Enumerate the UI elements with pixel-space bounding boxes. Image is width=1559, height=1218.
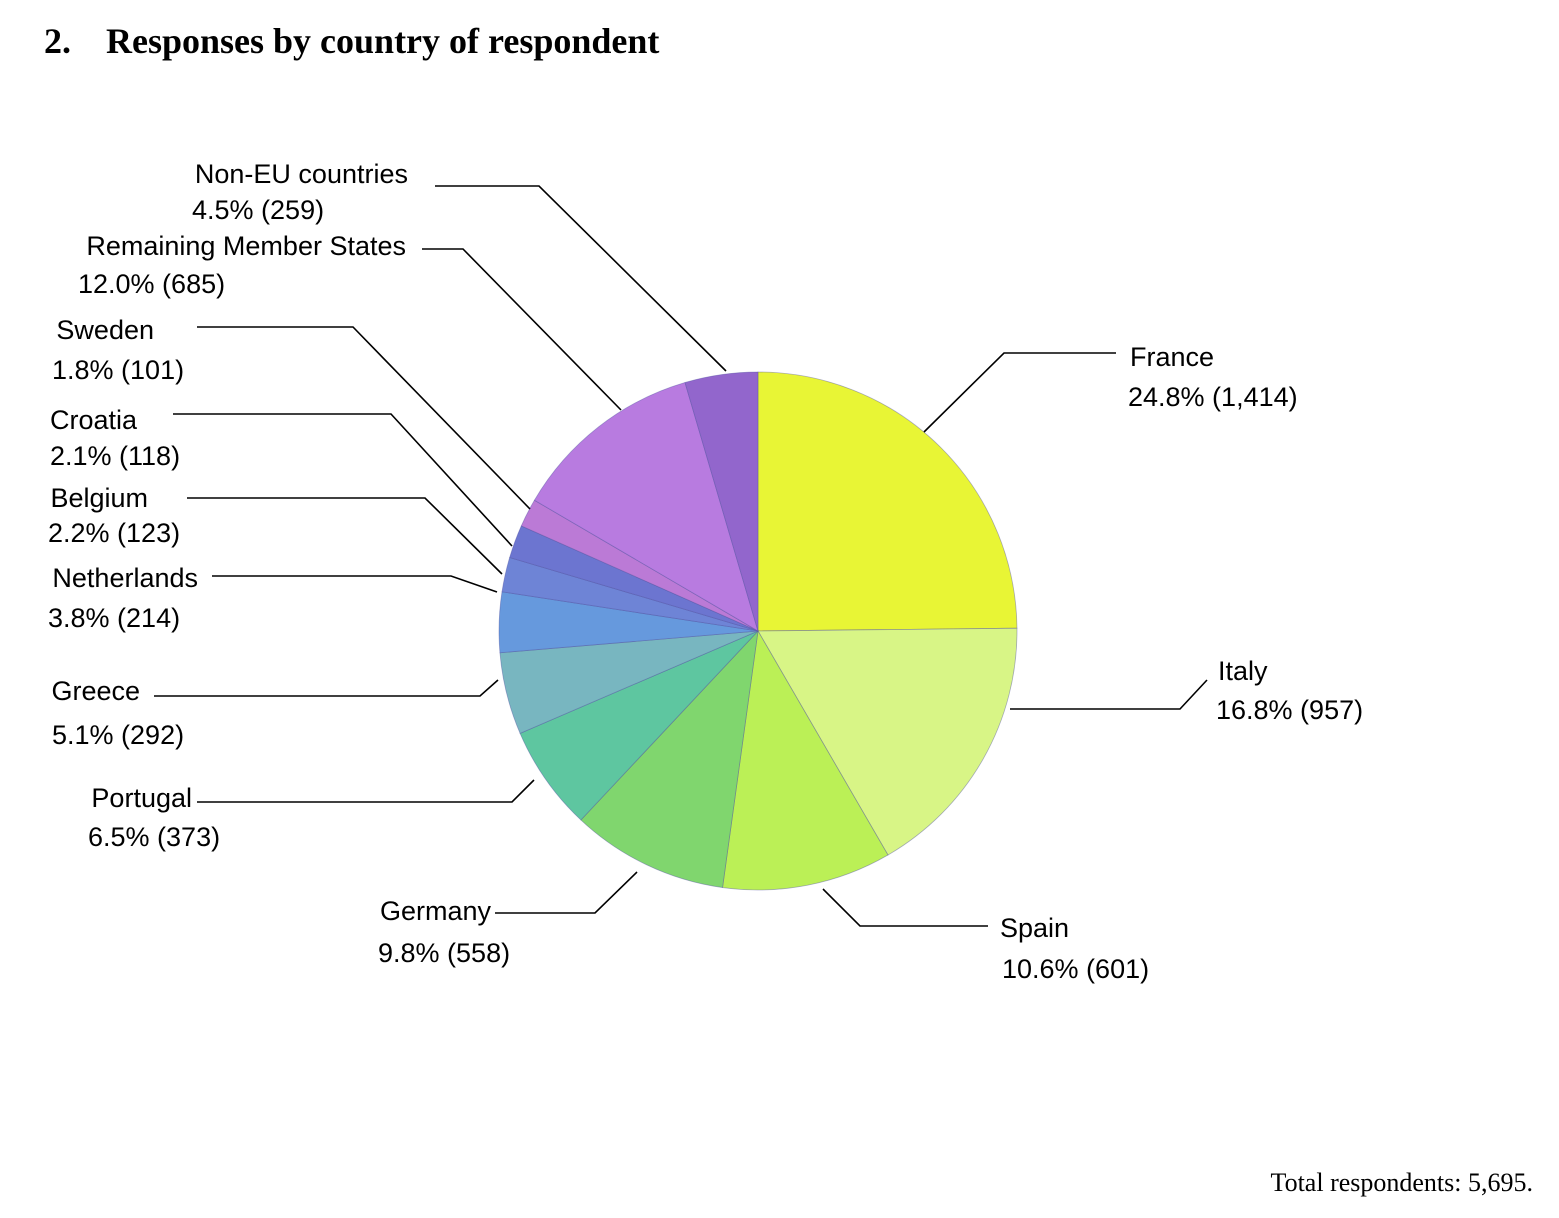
total-respondents: Total respondents: 5,695. — [1270, 1168, 1533, 1197]
pie-slice-belgium — [501, 557, 759, 632]
slice-label-france: France — [1130, 342, 1214, 372]
slice-labels: France 24.8% (1,414) Italy 16.8% (957) Spain… — [48, 159, 1363, 984]
pie-slice-netherlands — [498, 591, 759, 654]
slice-label-netherlands: Netherlands — [52, 563, 198, 593]
section-title: Responses by country of respondent — [106, 21, 660, 61]
leader-line-france — [923, 352, 1116, 433]
pie-slice-italy — [757, 627, 1018, 856]
pie-slice-remaining-member-states — [533, 382, 759, 632]
slice-value-germany: 9.8% (558) — [378, 938, 510, 968]
leader-line-germany — [495, 871, 638, 914]
leader-line-greece — [154, 679, 499, 697]
slice-value-remaining-member-states: 12.0% (685) — [78, 269, 225, 299]
slice-value-spain: 10.6% (601) — [1002, 954, 1149, 984]
pie-slice-germany — [580, 629, 759, 889]
slice-label-remaining-member-states: Remaining Member States — [86, 231, 406, 261]
slice-label-italy: Italy — [1218, 656, 1268, 686]
pie-slices — [498, 371, 1018, 891]
slice-value-portugal: 6.5% (373) — [88, 822, 220, 852]
slice-value-italy: 16.8% (957) — [1216, 695, 1363, 725]
leader-line-spain — [822, 888, 988, 927]
slice-value-greece: 5.1% (292) — [52, 720, 184, 750]
slice-label-non-eu-countries: Non-EU countries — [195, 159, 408, 189]
slice-label-croatia: Croatia — [50, 405, 138, 435]
pie-slice-croatia — [509, 525, 759, 632]
slice-label-portugal: Portugal — [91, 783, 192, 813]
leader-line-croatia — [173, 413, 513, 547]
slice-value-non-eu-countries: 4.5% (259) — [192, 195, 324, 225]
slice-label-spain: Spain — [1000, 913, 1069, 943]
slice-label-germany: Germany — [380, 896, 492, 926]
leader-line-portugal — [197, 779, 535, 803]
pie-slice-sweden — [520, 499, 759, 632]
slice-label-greece: Greece — [51, 676, 140, 706]
slice-label-belgium: Belgium — [50, 483, 148, 513]
slice-value-netherlands: 3.8% (214) — [48, 603, 180, 633]
slice-value-belgium: 2.2% (123) — [48, 518, 180, 548]
leader-line-sweden — [197, 326, 531, 510]
slice-label-sweden: Sweden — [56, 315, 154, 345]
leader-line-netherlands — [212, 575, 498, 593]
pie-slice-france — [757, 371, 1018, 632]
section-number: 2. — [44, 21, 71, 61]
leader-line-italy — [1010, 679, 1208, 710]
leader-line-belgium — [187, 497, 503, 575]
pie-slice-spain — [722, 629, 889, 891]
section-heading: 2. Responses by country of respondent — [44, 20, 659, 62]
pie-slice-non-eu-countries — [684, 371, 759, 632]
slice-value-france: 24.8% (1,414) — [1128, 382, 1298, 412]
pie-slice-portugal — [519, 630, 759, 821]
slice-value-croatia: 2.1% (118) — [50, 441, 180, 471]
slice-value-sweden: 1.8% (101) — [52, 355, 184, 385]
leader-line-non-eu-countries — [435, 185, 727, 372]
leader-lines — [154, 185, 1208, 927]
leader-line-remaining-member-states — [422, 248, 622, 411]
pie-slice-greece — [499, 630, 759, 734]
